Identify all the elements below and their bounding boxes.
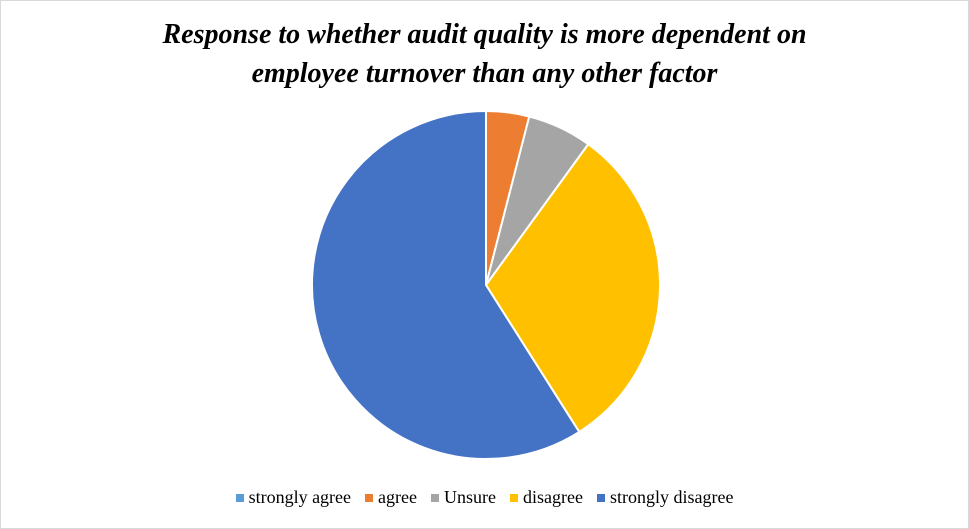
legend-swatch-disagree xyxy=(510,493,518,502)
legend-label-strongly-disagree: strongly disagree xyxy=(609,487,734,507)
legend-label-agree: agree xyxy=(378,487,417,507)
legend: strongly agree agree Unsure disagree strongl… xyxy=(1,487,968,508)
legend-label-unsure: Unsure xyxy=(444,487,496,507)
chart-title: Response to whether audit quality is mor… xyxy=(1,15,968,93)
legend-item-strongly-disagree: strongly disagree xyxy=(596,487,734,508)
legend-label-strongly-agree: strongly agree xyxy=(248,487,352,507)
pie-slice-strongly-disagree xyxy=(310,110,581,460)
legend-item-strongly-agree: strongly agree xyxy=(235,487,352,508)
legend-swatch-agree xyxy=(365,493,374,502)
legend-item-agree: agree xyxy=(365,487,417,508)
legend-swatch-strongly-disagree xyxy=(596,493,605,502)
chart-title-line-1: Response to whether audit quality is mor… xyxy=(162,19,807,50)
legend-item-unsure: Unsure xyxy=(431,487,496,508)
legend-swatch-strongly-agree xyxy=(235,493,244,502)
chart-title-line-2: employee turnover than any other factor xyxy=(251,58,718,89)
legend-item-disagree: disagree xyxy=(510,487,583,508)
legend-label-disagree: disagree xyxy=(523,487,583,507)
legend-swatch-unsure xyxy=(431,493,439,502)
pie-slice-disagree xyxy=(485,143,661,433)
